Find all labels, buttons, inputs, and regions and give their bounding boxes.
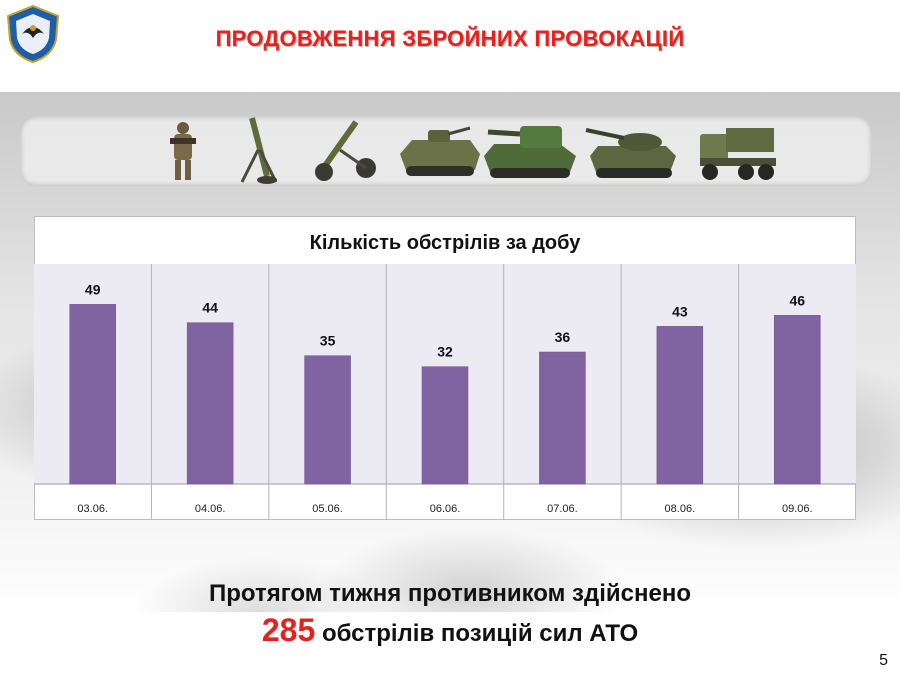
apc-icon xyxy=(400,126,480,176)
x-tick-label: 08.06. xyxy=(665,503,696,515)
bar-04.06. xyxy=(186,322,234,485)
intelligence-emblem-icon xyxy=(6,4,60,64)
data-label: 43 xyxy=(672,303,688,319)
slide-title: ПРОДОВЖЕННЯ ЗБРОЙНИХ ПРОВОКАЦІЙ xyxy=(215,26,685,51)
rocket-launcher-truck-icon xyxy=(700,128,776,180)
data-label: 32 xyxy=(437,344,453,360)
page-number: 5 xyxy=(879,652,888,669)
summary-line-2: 285 обстрілів позицій сил АТО xyxy=(0,612,900,652)
bar-05.06. xyxy=(304,355,351,485)
data-label: 44 xyxy=(202,300,218,316)
chart-title: Кількість обстрілів за добу xyxy=(310,232,582,254)
mortar-icon xyxy=(240,117,278,184)
data-label: 36 xyxy=(555,329,571,345)
summary-total-number: 285 xyxy=(261,612,316,648)
howitzer-icon xyxy=(315,120,376,181)
bar-09.06. xyxy=(774,315,821,485)
equipment-images xyxy=(170,117,776,184)
summary-line-2-text: обстрілів позицій сил АТО xyxy=(321,620,639,647)
x-tick-label: 07.06. xyxy=(547,503,578,515)
soldier-icon xyxy=(170,122,196,180)
x-tick-label: 03.06. xyxy=(77,503,108,515)
tank-icon xyxy=(585,128,676,178)
data-label: 46 xyxy=(789,292,805,308)
bar-08.06. xyxy=(656,326,704,485)
data-label: 49 xyxy=(85,281,101,297)
x-tick-label: 09.06. xyxy=(782,503,813,515)
summary-text: Протягом тижня противником здійснено 285… xyxy=(0,576,900,652)
bar-06.06. xyxy=(421,366,469,485)
x-tick-label: 05.06. xyxy=(312,503,343,515)
data-label: 35 xyxy=(320,333,336,349)
x-tick-label: 04.06. xyxy=(195,503,226,515)
bar-07.06. xyxy=(539,351,586,485)
summary-line-1: Протягом тижня противником здійснено xyxy=(209,580,691,607)
bar-03.06. xyxy=(69,304,116,485)
x-tick-label: 06.06. xyxy=(430,503,461,515)
self-propelled-gun-icon xyxy=(484,126,576,178)
bar-chart: Кількість обстрілів за добу 49 03.06. 44 04… xyxy=(34,232,856,520)
